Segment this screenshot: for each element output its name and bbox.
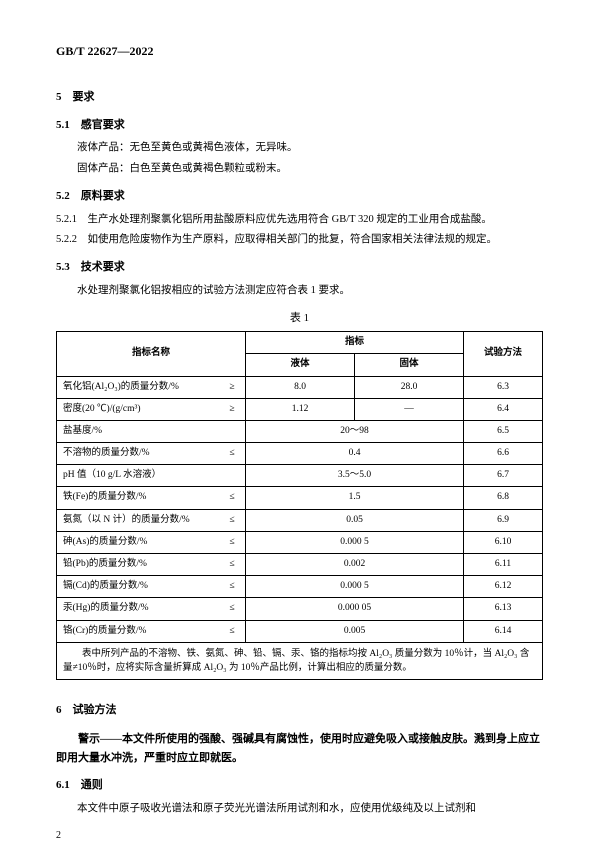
section-5-1-title: 感官要求 xyxy=(81,119,125,131)
cell-liquid: 1.12 xyxy=(246,398,355,420)
table-row: 铁(Fe)的质量分数/%≤1.56.8 xyxy=(57,487,543,509)
section-5-title: 要求 xyxy=(73,91,95,103)
cell-method: 6.14 xyxy=(464,620,543,642)
section-5-1-num: 5.1 xyxy=(56,119,70,131)
cell-value: 0.002 xyxy=(246,554,464,576)
cell-operator: ≤ xyxy=(219,620,246,642)
cell-value: 0.000 5 xyxy=(246,531,464,553)
section-5-2: 5.2 原料要求 xyxy=(56,188,543,206)
table-footnote: 表中所列产品的不溶物、铁、氨氮、砷、铅、镉、汞、铬的指标均按 Al₂O₃ 质量分… xyxy=(57,642,543,680)
cell-name: 铁(Fe)的质量分数/% xyxy=(57,487,220,509)
section-5: 5 要求 xyxy=(56,89,543,107)
section-6-title: 试验方法 xyxy=(73,704,117,716)
table-row: 汞(Hg)的质量分数/%≤0.000 056.13 xyxy=(57,598,543,620)
cell-method: 6.5 xyxy=(464,420,543,442)
cell-name: 铅(Pb)的质量分数/% xyxy=(57,554,220,576)
table-row: 氧化铝(Al₂O₃)的质量分数/%≥8.028.06.3 xyxy=(57,376,543,398)
cell-operator: ≤ xyxy=(219,443,246,465)
cell-solid: — xyxy=(355,398,464,420)
cell-method: 6.6 xyxy=(464,443,543,465)
table-row: 镉(Cd)的质量分数/%≤0.000 56.12 xyxy=(57,576,543,598)
cell-operator xyxy=(219,420,246,442)
table-row: 氨氮（以 N 计）的质量分数/%≤0.056.9 xyxy=(57,509,543,531)
th-name: 指标名称 xyxy=(57,332,246,376)
cell-value: 0.005 xyxy=(246,620,464,642)
table-row: 密度(20 ℃)/(g/cm³)≥1.12—6.4 xyxy=(57,398,543,420)
clause-5-2-2: 5.2.2 如使用危险废物作为生产原料，应取得相关部门的批复，符合国家相关法律法… xyxy=(56,232,543,249)
cell-value: 0.05 xyxy=(246,509,464,531)
cell-operator: ≤ xyxy=(219,509,246,531)
table-row: pH 值（10 g/L 水溶液） 3.5～5.06.7 xyxy=(57,465,543,487)
section-6-num: 6 xyxy=(56,704,62,716)
section-5-2-title: 原料要求 xyxy=(81,190,125,202)
cell-name: 密度(20 ℃)/(g/cm³) xyxy=(57,398,220,420)
cell-method: 6.8 xyxy=(464,487,543,509)
cell-liquid: 8.0 xyxy=(246,376,355,398)
cell-method: 6.12 xyxy=(464,576,543,598)
section-6-1-title: 通则 xyxy=(81,779,103,791)
para-solid: 固体产品：白色至黄色或黄褐色颗粒或粉末。 xyxy=(56,161,543,178)
cell-operator: ≤ xyxy=(219,531,246,553)
table-row: 砷(As)的质量分数/%≤0.000 56.10 xyxy=(57,531,543,553)
cell-operator: ≥ xyxy=(219,376,246,398)
th-zhibiao: 指标 xyxy=(246,332,464,354)
cell-method: 6.4 xyxy=(464,398,543,420)
cell-method: 6.11 xyxy=(464,554,543,576)
cell-name: pH 值（10 g/L 水溶液） xyxy=(57,465,220,487)
para-liquid: 液体产品：无色至黄色或黄褐色液体，无异味。 xyxy=(56,140,543,157)
cell-method: 6.3 xyxy=(464,376,543,398)
section-5-num: 5 xyxy=(56,91,62,103)
cell-value: 1.5 xyxy=(246,487,464,509)
cell-name: 不溶物的质量分数/% xyxy=(57,443,220,465)
cell-value: 3.5～5.0 xyxy=(246,465,464,487)
cell-operator xyxy=(219,465,246,487)
th-solid: 固体 xyxy=(355,354,464,376)
clause-5-2-1: 5.2.1 生产水处理剂聚氯化铝所用盐酸原料应优先选用符合 GB/T 320 规… xyxy=(56,212,543,229)
cell-method: 6.10 xyxy=(464,531,543,553)
cell-value: 0.000 5 xyxy=(246,576,464,598)
para-5-3: 水处理剂聚氯化铝按相应的试验方法测定应符合表 1 要求。 xyxy=(56,283,543,300)
section-5-3-title: 技术要求 xyxy=(81,261,125,273)
table-row: 不溶物的质量分数/%≤0.46.6 xyxy=(57,443,543,465)
standard-header: GB/T 22627—2022 xyxy=(56,42,543,61)
cell-value: 20～98 xyxy=(246,420,464,442)
cell-operator: ≤ xyxy=(219,598,246,620)
section-5-3: 5.3 技术要求 xyxy=(56,259,543,277)
cell-name: 汞(Hg)的质量分数/% xyxy=(57,598,220,620)
cell-value: 0.000 05 xyxy=(246,598,464,620)
cell-name: 盐基度/% xyxy=(57,420,220,442)
page-number: 2 xyxy=(56,828,543,844)
section-5-3-num: 5.3 xyxy=(56,261,70,273)
cell-value: 0.4 xyxy=(246,443,464,465)
cell-name: 氧化铝(Al₂O₃)的质量分数/% xyxy=(57,376,220,398)
cell-operator: ≤ xyxy=(219,576,246,598)
section-5-1: 5.1 感官要求 xyxy=(56,117,543,135)
cell-name: 氨氮（以 N 计）的质量分数/% xyxy=(57,509,220,531)
cell-method: 6.7 xyxy=(464,465,543,487)
section-6-1-num: 6.1 xyxy=(56,779,70,791)
table-caption: 表 1 xyxy=(56,310,543,328)
cell-name: 砷(As)的质量分数/% xyxy=(57,531,220,553)
th-method: 试验方法 xyxy=(464,332,543,376)
section-6-1: 6.1 通则 xyxy=(56,777,543,795)
cell-operator: ≤ xyxy=(219,554,246,576)
section-6: 6 试验方法 xyxy=(56,702,543,720)
th-liquid: 液体 xyxy=(246,354,355,376)
warning-text: 警示——本文件所使用的强酸、强碱具有腐蚀性，使用时应避免吸入或接触皮肤。溅到身上… xyxy=(56,730,543,767)
table-row: 铬(Cr)的质量分数/%≤0.0056.14 xyxy=(57,620,543,642)
cell-method: 6.13 xyxy=(464,598,543,620)
cell-name: 铬(Cr)的质量分数/% xyxy=(57,620,220,642)
table-row: 铅(Pb)的质量分数/%≤0.0026.11 xyxy=(57,554,543,576)
para-6-1: 本文件中原子吸收光谱法和原子荧光光谱法所用试剂和水，应使用优级纯及以上试剂和 xyxy=(56,801,543,818)
cell-name: 镉(Cd)的质量分数/% xyxy=(57,576,220,598)
cell-operator: ≤ xyxy=(219,487,246,509)
cell-operator: ≥ xyxy=(219,398,246,420)
table-row: 盐基度/% 20～986.5 xyxy=(57,420,543,442)
requirements-table: 指标名称 指标 试验方法 液体 固体 氧化铝(Al₂O₃)的质量分数/%≥8.0… xyxy=(56,331,543,680)
cell-solid: 28.0 xyxy=(355,376,464,398)
section-5-2-num: 5.2 xyxy=(56,190,70,202)
cell-method: 6.9 xyxy=(464,509,543,531)
